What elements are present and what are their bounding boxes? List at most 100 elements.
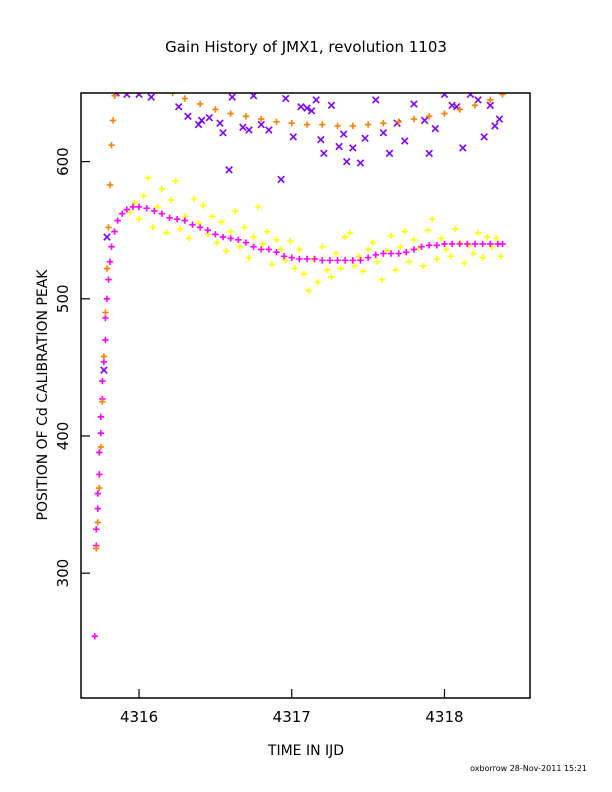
data-point <box>196 100 204 108</box>
data-point <box>222 247 230 254</box>
data-point <box>236 243 244 250</box>
data-point <box>189 221 196 228</box>
data-point <box>143 205 150 212</box>
data-point <box>282 257 289 264</box>
data-point <box>360 268 367 275</box>
data-point <box>296 246 303 253</box>
data-point <box>289 133 298 141</box>
data-point <box>232 207 239 215</box>
data-point <box>303 104 311 112</box>
data-point <box>349 122 357 130</box>
data-point <box>471 240 479 248</box>
data-point <box>440 93 449 99</box>
data-point <box>97 413 105 420</box>
data-point <box>273 236 280 243</box>
data-point <box>105 276 112 283</box>
data-point <box>258 246 265 253</box>
data-point <box>491 122 499 130</box>
data-point <box>356 159 365 167</box>
data-point <box>401 228 408 235</box>
data-point <box>470 250 477 257</box>
x-tick-label: 4318 <box>425 708 463 726</box>
data-point <box>216 119 224 127</box>
data-point <box>135 93 143 99</box>
data-point <box>311 255 318 263</box>
data-point <box>410 246 418 253</box>
data-point <box>102 309 109 316</box>
data-point <box>429 216 436 223</box>
data-point <box>334 257 341 264</box>
data-point <box>108 141 115 149</box>
data-point <box>471 102 479 109</box>
data-point <box>196 224 204 231</box>
data-point <box>369 239 376 246</box>
data-point <box>401 137 409 145</box>
chart-title: Gain History of JMX1, revolution 1103 <box>165 38 447 56</box>
data-point <box>235 236 242 243</box>
data-point <box>319 257 326 264</box>
data-point <box>99 398 106 405</box>
data-point <box>219 233 227 241</box>
data-point <box>102 336 109 344</box>
data-point <box>227 110 234 117</box>
data-point <box>484 233 491 241</box>
data-point <box>349 144 357 152</box>
data-point <box>94 490 101 497</box>
data-point <box>300 270 308 278</box>
data-point <box>91 633 98 640</box>
data-point <box>93 545 100 552</box>
data-point <box>242 113 250 120</box>
data-point <box>479 240 486 248</box>
data-point <box>123 93 131 99</box>
y-tick-label: 400 <box>54 422 72 451</box>
data-point <box>140 192 147 200</box>
data-point <box>474 229 482 237</box>
data-point <box>241 224 248 231</box>
data-point <box>106 258 114 265</box>
data-point <box>387 250 395 257</box>
data-point <box>100 358 108 366</box>
data-point <box>264 228 271 235</box>
data-point <box>280 253 288 260</box>
data-point <box>433 242 441 249</box>
data-point <box>119 210 126 217</box>
y-axis-label: POSITION OF Cd CALIBRATION PEAK <box>35 269 51 521</box>
data-point <box>96 484 103 492</box>
y-tick-label: 500 <box>54 284 72 313</box>
data-point <box>319 243 326 250</box>
data-point <box>424 226 431 234</box>
data-point <box>342 157 351 166</box>
data-point <box>177 225 184 233</box>
data-point <box>197 116 206 125</box>
data-point <box>149 224 156 231</box>
data-point <box>103 233 111 241</box>
data-point <box>158 185 166 193</box>
data-point <box>209 213 216 220</box>
data-point <box>103 295 111 302</box>
data-point <box>174 102 183 111</box>
data-point <box>403 248 410 256</box>
data-point <box>97 430 105 437</box>
data-point <box>144 174 152 182</box>
data-point <box>96 471 103 478</box>
data-point <box>273 248 280 256</box>
data-point <box>131 199 138 206</box>
data-point <box>495 115 504 123</box>
data-point <box>497 253 505 260</box>
data-point <box>339 130 348 138</box>
data-point <box>406 258 413 265</box>
data-point <box>426 242 433 249</box>
data-point <box>385 149 394 158</box>
data-point <box>172 177 179 184</box>
data-point <box>410 100 418 108</box>
data-point <box>335 142 343 151</box>
data-point <box>111 228 118 235</box>
x-axis: 4316 4317 4318 <box>120 689 464 726</box>
data-point <box>395 250 402 257</box>
data-point <box>364 246 372 253</box>
data-point <box>97 443 105 451</box>
data-point <box>109 117 117 124</box>
data-point <box>204 226 211 234</box>
data-point <box>94 519 101 526</box>
data-point <box>129 203 137 211</box>
